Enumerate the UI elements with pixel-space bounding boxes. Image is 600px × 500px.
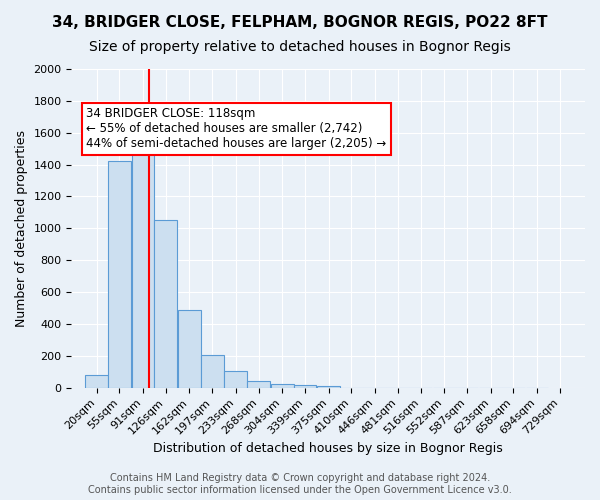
Text: 34 BRIDGER CLOSE: 118sqm
← 55% of detached houses are smaller (2,742)
44% of sem: 34 BRIDGER CLOSE: 118sqm ← 55% of detach…: [86, 107, 386, 150]
Bar: [247, 380, 270, 388]
Bar: [271, 384, 293, 388]
Y-axis label: Number of detached properties: Number of detached properties: [15, 130, 28, 327]
Bar: [293, 385, 316, 388]
Bar: [85, 375, 108, 388]
Text: 34, BRIDGER CLOSE, FELPHAM, BOGNOR REGIS, PO22 8FT: 34, BRIDGER CLOSE, FELPHAM, BOGNOR REGIS…: [52, 15, 548, 30]
Bar: [224, 371, 247, 388]
X-axis label: Distribution of detached houses by size in Bognor Regis: Distribution of detached houses by size …: [154, 442, 503, 455]
Bar: [131, 132, 154, 388]
Bar: [154, 220, 177, 388]
Text: Contains HM Land Registry data © Crown copyright and database right 2024.
Contai: Contains HM Land Registry data © Crown c…: [88, 474, 512, 495]
Text: Size of property relative to detached houses in Bognor Regis: Size of property relative to detached ho…: [89, 40, 511, 54]
Bar: [178, 310, 201, 388]
Bar: [317, 386, 340, 388]
Bar: [108, 162, 131, 388]
Bar: [201, 355, 224, 388]
